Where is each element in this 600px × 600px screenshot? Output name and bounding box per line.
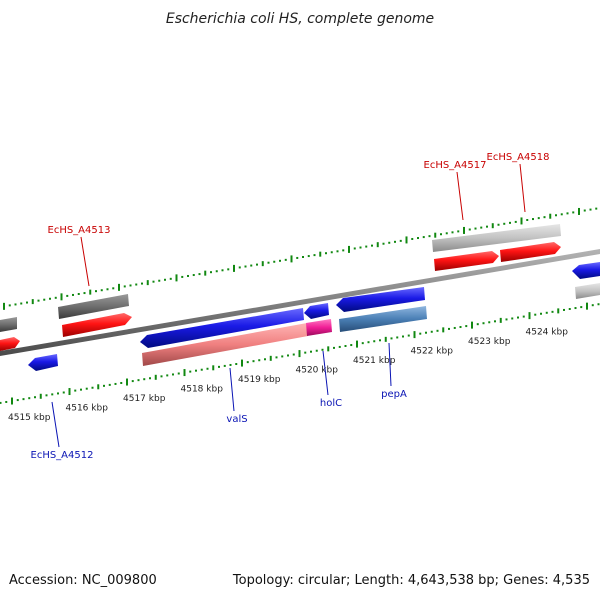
tick-label: 4522 kbp [411,347,454,357]
reverse-strand-genes [28,262,600,371]
gene-feature-right-gray[interactable] [575,283,600,299]
gene-labels-reverse: EcHS_A4512 valS holC pepA [31,342,407,461]
gene-label-forward[interactable]: EcHS_A4518 [487,152,550,163]
tick-label: 4518 kbp [181,385,224,395]
tick-label: 4523 kbp [468,337,511,347]
gene-feature-ecHS-A4517-gray[interactable] [432,224,561,252]
gene-feature-holC-blue[interactable] [304,303,329,319]
gene-feature-valS[interactable] [142,323,308,366]
map-title: Escherichia coli HS, complete genome [166,11,434,27]
gene-label-leader-line [229,367,235,412]
tick-labels: 4515 kbp 4516 kbp 4517 kbp 4518 kbp 4519 kbp… [8,328,568,423]
gene-feature-ecHS-A4518[interactable] [500,242,561,262]
tick-label: 4520 kbp [296,366,339,376]
gene-label-leader-line [388,342,392,387]
gene-feature-dark[interactable] [0,317,17,332]
gene-feature-ecHS-A4513[interactable] [62,313,132,337]
gene-feature-holC[interactable] [306,319,332,336]
gene-label-reverse[interactable]: pepA [381,389,407,400]
lower-ruler [0,302,600,405]
tick-label: 4524 kbp [526,328,569,338]
gene-label-leader-line [519,163,526,213]
gene-label-forward[interactable]: EcHS_A4513 [48,225,111,236]
gene-label-reverse[interactable]: valS [226,414,247,425]
tick-label: 4517 kbp [123,394,166,404]
tick-label: 4516 kbp [66,404,109,414]
gene-label-forward[interactable]: EcHS_A4517 [424,160,487,171]
gene-label-reverse[interactable]: holC [320,398,342,409]
gene-feature-ecHS-A4512[interactable] [28,354,58,371]
gene-label-leader-line [51,401,60,448]
gene-feature-pepA[interactable] [339,306,427,332]
gene-feature-ecHS-A4513-gray[interactable] [58,294,129,319]
gene-label-reverse[interactable]: EcHS_A4512 [31,450,94,461]
accession-text: Accession: NC_009800 [9,573,157,588]
gene-feature-valS-blue[interactable] [140,308,304,348]
gene-feature-pepA-blue[interactable] [336,287,425,312]
genome-summary-text: Topology: circular; Length: 4,643,538 bp… [232,573,590,588]
tick-label: 4521 kbp [353,356,396,366]
gene-label-leader-line [322,350,329,396]
gene-feature-left-red[interactable] [0,337,20,351]
gene-label-leader-line [80,236,90,287]
forward-strand-genes [0,224,600,351]
gene-label-leader-line [456,171,464,221]
gene-feature-right-blue[interactable] [572,262,600,279]
tick-label: 4515 kbp [8,413,51,423]
tick-label: 4519 kbp [238,375,281,385]
genome-backbone [0,249,600,356]
gene-feature-ecHS-A4517[interactable] [434,251,499,271]
upper-ruler [3,207,598,310]
